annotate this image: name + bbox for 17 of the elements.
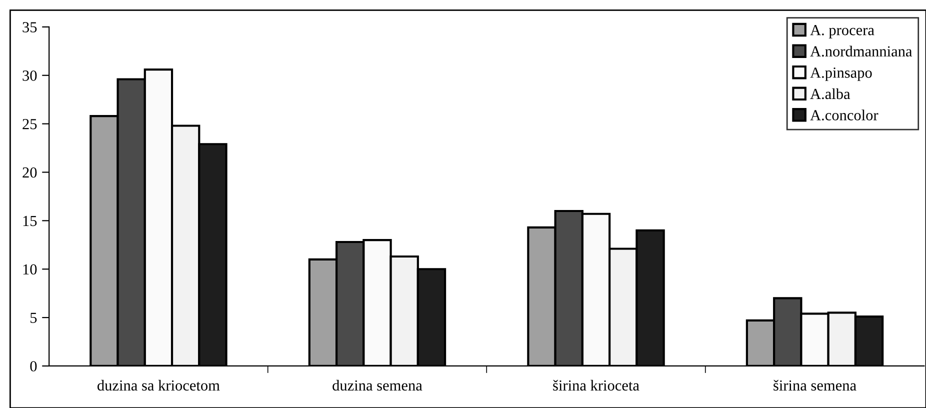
- legend-label: A.nordmanniana: [810, 46, 912, 57]
- x-tick-label: duzina sa kriocetom: [97, 380, 220, 391]
- y-tick-label: 10: [23, 264, 37, 275]
- y-tick-label: 35: [22, 22, 37, 32]
- x-tick-label: duzina semena: [332, 380, 422, 391]
- y-tick-label: 25: [22, 118, 37, 130]
- legend-label: A.concolor: [810, 110, 878, 120]
- legend-label: A. procera: [810, 25, 874, 38]
- x-tick-label: širina semena: [774, 380, 856, 391]
- legend-label: A.pinsapo: [810, 68, 872, 81]
- y-tick-label: 15: [23, 216, 37, 226]
- y-tick-label: 0: [30, 361, 37, 372]
- y-tick-label: 20: [22, 167, 37, 178]
- y-tick-label: 5: [30, 312, 37, 323]
- legend-label: A.alba: [810, 88, 850, 100]
- y-tick-label: 30: [22, 70, 37, 81]
- x-tick-label: širina krioceta: [553, 380, 640, 391]
